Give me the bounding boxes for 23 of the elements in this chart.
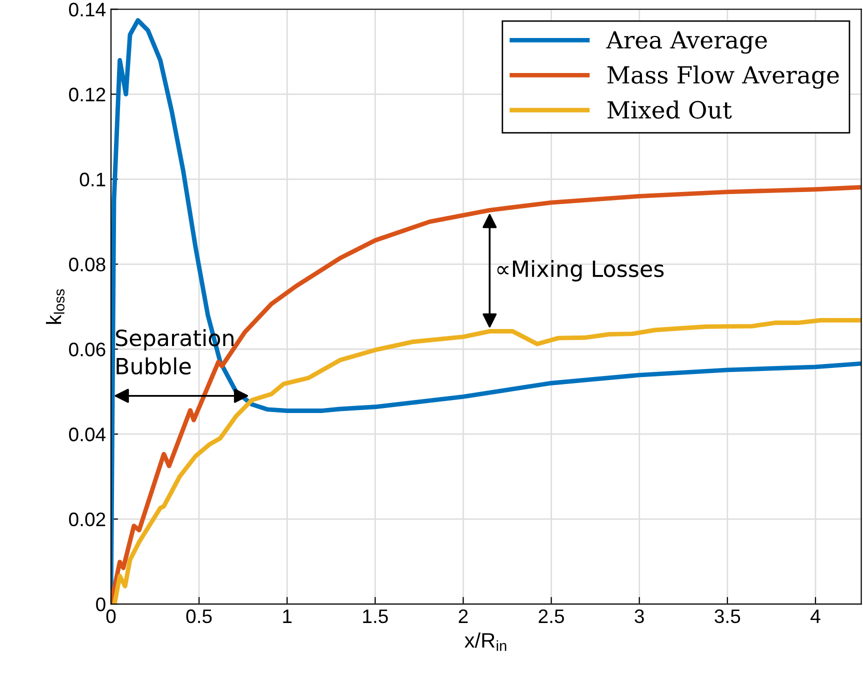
y-tick-label: 0: [96, 597, 106, 612]
legend-label: Mixed Out: [607, 100, 732, 119]
y-axis-title: k$_{loss}$: [46, 289, 65, 324]
x-axis-title: x/R$_{in}$: [464, 632, 506, 651]
x-tick-label: 2: [458, 609, 468, 623]
x-tick-label: 1: [283, 610, 292, 623]
x-tick-label: 3: [634, 609, 644, 624]
x-tick-label: 0: [106, 609, 116, 624]
legend-label: Mass Flow Average: [607, 65, 839, 89]
x-tick-label: 2.5: [538, 609, 564, 624]
y-tick-label: 0.02: [69, 512, 106, 526]
y-tick-label: 0.12: [69, 88, 106, 102]
y-tick-label: 0.08: [69, 258, 106, 272]
x-tick-label: 4: [810, 610, 820, 623]
y-tick-label: 0.1: [80, 172, 106, 186]
y-tick-label: 0.14: [69, 2, 106, 16]
x-tick-label: 1.5: [363, 610, 388, 624]
x-tick-label: 0.5: [186, 609, 212, 624]
x-tick-label: 3.5: [714, 609, 740, 624]
y-tick-label: 0.06: [69, 342, 106, 356]
annotation: ∝Mixing Losses: [497, 260, 664, 282]
y-tick-label: 0.04: [69, 428, 106, 442]
legend-label: Area Average: [606, 31, 767, 54]
